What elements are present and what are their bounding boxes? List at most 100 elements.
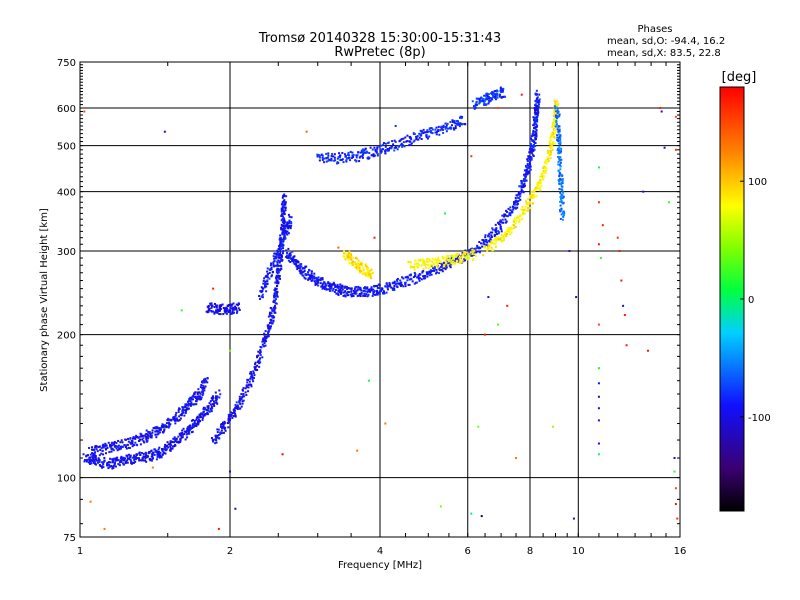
y-tick-label: 600 xyxy=(57,104,76,115)
data-point xyxy=(346,294,349,297)
data-point xyxy=(508,212,511,215)
data-point xyxy=(276,263,279,266)
data-point xyxy=(269,314,272,317)
data-point xyxy=(509,214,512,217)
data-point xyxy=(165,425,168,428)
data-point xyxy=(504,232,507,235)
data-point xyxy=(150,434,153,437)
data-point xyxy=(366,290,369,293)
colorbar-tick-label: -100 xyxy=(748,413,771,424)
data-point xyxy=(278,261,281,264)
data-point xyxy=(276,249,279,252)
data-point xyxy=(275,271,278,274)
data-point xyxy=(517,215,520,218)
data-point xyxy=(315,280,318,283)
data-point xyxy=(482,242,485,245)
data-point xyxy=(408,278,411,281)
data-point xyxy=(426,257,429,260)
x-axis-label: Frequency [MHz] xyxy=(338,560,422,571)
data-point xyxy=(374,293,377,296)
data-point xyxy=(103,527,106,530)
data-point xyxy=(487,93,490,96)
data-point xyxy=(236,408,239,411)
data-point xyxy=(229,417,232,420)
data-point xyxy=(525,200,528,203)
data-point xyxy=(466,255,469,258)
data-point xyxy=(321,278,324,281)
data-point xyxy=(616,236,619,239)
data-point xyxy=(97,459,100,462)
data-point xyxy=(240,397,243,400)
data-point xyxy=(173,416,176,419)
data-point xyxy=(471,250,474,253)
data-point xyxy=(530,150,533,153)
data-point xyxy=(382,290,385,293)
data-point xyxy=(470,155,473,158)
data-point xyxy=(178,407,181,410)
data-point xyxy=(409,266,412,269)
data-point xyxy=(521,213,524,216)
data-point xyxy=(219,431,222,434)
data-point xyxy=(290,216,293,219)
data-point xyxy=(316,155,319,158)
data-point xyxy=(191,395,194,398)
data-point xyxy=(310,272,313,275)
data-point xyxy=(122,459,125,462)
data-point xyxy=(409,277,412,280)
data-point xyxy=(552,133,555,136)
data-point xyxy=(557,170,560,173)
data-point xyxy=(559,137,562,140)
data-point xyxy=(373,146,376,149)
chart-subtitle: RwPretec (8p) xyxy=(334,45,425,60)
data-point xyxy=(285,249,288,252)
data-point xyxy=(380,144,383,147)
data-point xyxy=(557,151,560,154)
data-point xyxy=(240,405,243,408)
data-point xyxy=(126,454,129,457)
data-point xyxy=(477,425,480,428)
data-point xyxy=(349,159,352,162)
data-point xyxy=(321,287,324,290)
data-point xyxy=(561,178,564,181)
data-point xyxy=(428,271,431,274)
data-point xyxy=(233,409,236,412)
data-point xyxy=(364,263,367,266)
data-point xyxy=(325,284,328,287)
data-point xyxy=(559,159,562,162)
data-point xyxy=(250,375,253,378)
data-point xyxy=(126,461,129,464)
data-point xyxy=(192,394,195,397)
data-point xyxy=(490,234,493,237)
data-point xyxy=(376,152,379,155)
data-point xyxy=(102,446,105,449)
data-point xyxy=(492,96,495,99)
data-point xyxy=(297,264,300,267)
data-point xyxy=(336,285,339,288)
data-point xyxy=(133,437,136,440)
data-point xyxy=(253,367,256,370)
data-point xyxy=(554,100,557,103)
data-point xyxy=(330,159,333,162)
data-point xyxy=(455,122,458,125)
data-point xyxy=(489,231,492,234)
data-point xyxy=(357,151,360,154)
data-point xyxy=(445,126,448,129)
data-point xyxy=(351,294,354,297)
data-point xyxy=(526,163,529,166)
data-point xyxy=(441,128,444,131)
data-point xyxy=(270,274,273,277)
data-point xyxy=(209,407,212,410)
data-point xyxy=(548,142,551,145)
data-point xyxy=(534,145,537,148)
data-point xyxy=(536,181,539,184)
data-point xyxy=(119,447,122,450)
data-point xyxy=(182,427,185,430)
data-point xyxy=(206,412,209,415)
data-point xyxy=(283,218,286,221)
data-point xyxy=(185,408,188,411)
data-point xyxy=(561,193,564,196)
data-point xyxy=(242,399,245,402)
data-point xyxy=(560,150,563,153)
data-point xyxy=(328,158,331,161)
